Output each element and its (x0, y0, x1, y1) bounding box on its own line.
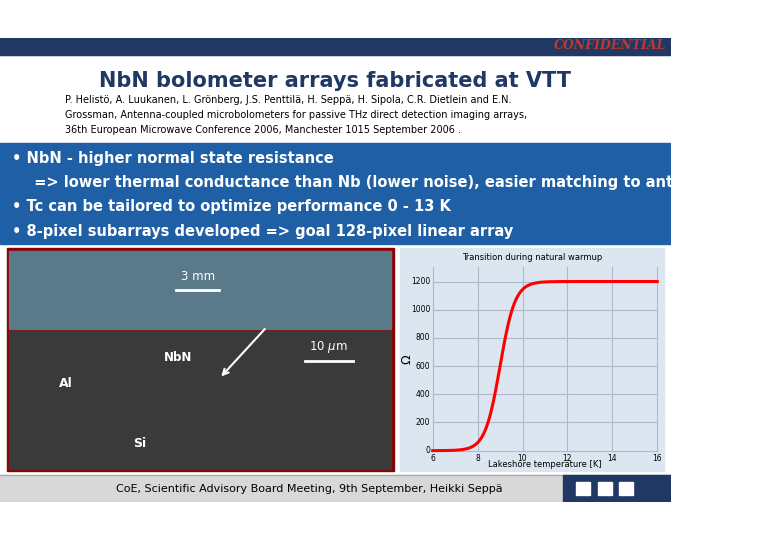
Bar (9, 331, 392, 469)
Text: 6: 6 (431, 454, 435, 463)
Bar (0, 38, 671, 53)
Text: CoE, Scientific Advisory Board Meeting, 9th September, Heikki Seppä: CoE, Scientific Advisory Board Meeting, … (116, 483, 503, 494)
Text: • Tc can be tailored to optimize performance 0 - 13 K: • Tc can be tailored to optimize perform… (12, 199, 451, 214)
Text: Transition during natural warmup: Transition during natural warmup (462, 253, 602, 261)
Bar (7, 248, 394, 471)
Text: P. Helistö, A. Luukanen, L. Grönberg, J.S. Penttilä, H. Seppä, H. Sipola, C.R. D: P. Helistö, A. Luukanen, L. Grönberg, J.… (65, 96, 526, 135)
Text: 400: 400 (416, 390, 430, 399)
Text: 3 mm: 3 mm (181, 271, 215, 284)
Text: 14: 14 (608, 454, 617, 463)
Text: => lower thermal conductance than Nb (lower noise), easier matching to antenna: => lower thermal conductance than Nb (lo… (24, 176, 714, 191)
Text: NbN: NbN (164, 352, 192, 365)
Text: • 8-pixel subarrays developed => goal 128-pixel linear array: • 8-pixel subarrays developed => goal 12… (12, 224, 513, 239)
Text: Al: Al (58, 377, 73, 390)
Text: 0: 0 (425, 446, 430, 455)
Text: 10 $\mu$m: 10 $\mu$m (310, 339, 348, 355)
Bar (563, 475, 671, 502)
Text: Ω: Ω (400, 354, 413, 364)
Bar (400, 248, 664, 471)
Bar (0, 143, 671, 244)
Bar (576, 482, 590, 495)
Text: NbN bolometer arrays fabricated at VTT: NbN bolometer arrays fabricated at VTT (100, 71, 572, 91)
Text: 600: 600 (416, 362, 430, 370)
Text: 1000: 1000 (411, 305, 430, 314)
Bar (619, 482, 633, 495)
Text: 1200: 1200 (411, 277, 430, 286)
Text: 200: 200 (416, 418, 430, 427)
Text: 800: 800 (416, 333, 430, 342)
Text: 12: 12 (562, 454, 573, 463)
Text: 16: 16 (652, 454, 662, 463)
Text: CONFIDENTIAL: CONFIDENTIAL (554, 39, 666, 52)
Text: Si: Si (133, 437, 147, 450)
Text: 10: 10 (518, 454, 527, 463)
Bar (0, 475, 671, 502)
Text: Lakeshore temperature [K]: Lakeshore temperature [K] (488, 460, 602, 469)
Bar (597, 482, 612, 495)
Bar (9, 251, 392, 329)
Text: 8: 8 (475, 454, 480, 463)
Text: • NbN - higher normal state resistance: • NbN - higher normal state resistance (12, 151, 334, 166)
